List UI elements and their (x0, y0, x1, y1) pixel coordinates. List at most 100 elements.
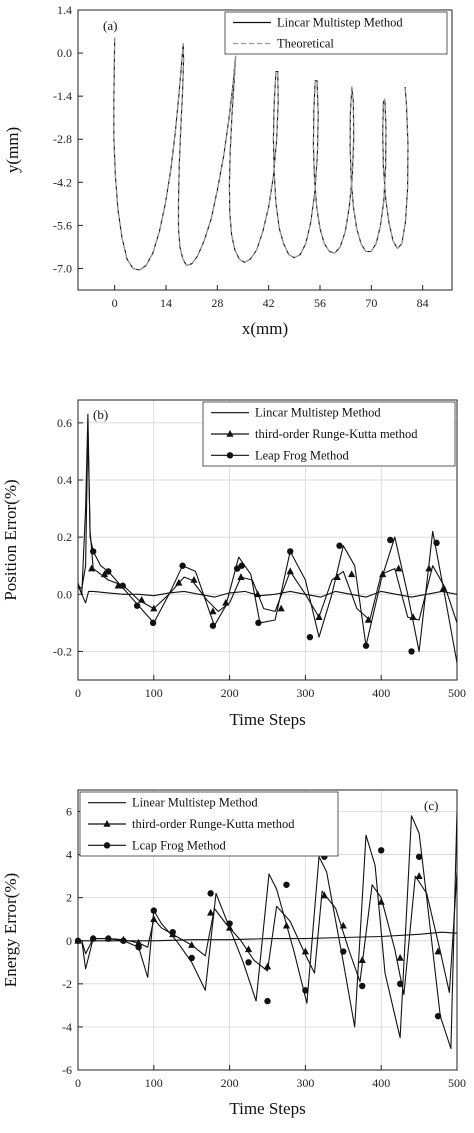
x-tick-label: 84 (417, 296, 429, 310)
legend-box (224, 11, 448, 55)
y-tick-label: -4.2 (53, 175, 72, 189)
series-2-circle-marker (233, 565, 241, 572)
x-tick-label: 0 (75, 1076, 81, 1090)
series-2-circle-marker (302, 987, 309, 994)
series-1-triangle-marker (364, 616, 372, 623)
series-2-circle-marker (387, 536, 394, 544)
series-line-0 (78, 585, 457, 604)
y-tick-label: 0.4 (57, 473, 72, 487)
y-tick-label: -4 (62, 1020, 72, 1034)
panel-b-position-error-chart: 0 100 200 300 400 500 -0.2 0.0 0.2 0.4 0.6 Time Ste… (1, 399, 466, 729)
plot-frame (77, 399, 458, 681)
x-tick-label: 200 (221, 1076, 239, 1090)
series-1-triangle-marker (88, 564, 96, 572)
series-2-circle-marker (283, 881, 290, 888)
panel-a-position-chart: 0 14 28 42 56 70 84 1.4 0.0 -1.4 -2.8 -4.2 -5.6 -7.0 x… (3, 3, 453, 338)
x-tick-label: 100 (145, 686, 163, 700)
series-2-circle-marker (207, 890, 214, 897)
series-1-triangle-marker (409, 613, 417, 620)
series-1-triangle-marker (150, 604, 158, 612)
series-1-triangle-marker (150, 915, 158, 923)
y-tick-label: -2.8 (53, 132, 72, 146)
series-2-circle-marker (89, 935, 97, 942)
series-line-1 (78, 871, 457, 996)
series-1-triangle-marker (190, 576, 198, 583)
y-tick-label: 1.4 (57, 3, 72, 17)
legend-entry-0: Linear Multistep Method (132, 796, 258, 810)
x-tick-label: 500 (448, 686, 466, 700)
y-tick-label: -7.0 (53, 261, 72, 275)
x-tick-label: 100 (145, 1076, 163, 1090)
panel-label: (c) (424, 798, 438, 813)
y-tick-label: 0.2 (57, 530, 72, 544)
x-tick-label: 0 (112, 296, 118, 310)
x-tick-label: 400 (372, 686, 390, 700)
y-axis-label: Position Error(%) (1, 479, 20, 600)
panel-label: (a) (103, 18, 117, 33)
x-tick-label: 42 (263, 296, 275, 310)
series-1-triangle-marker (377, 898, 385, 905)
y-tick-label: 6 (66, 805, 72, 819)
x-tick-label: 500 (448, 1076, 466, 1090)
series-2-circle-marker (255, 619, 262, 627)
series-2-circle-marker (415, 853, 423, 860)
y-tick-label: -5.6 (53, 218, 72, 232)
y-tick-label: 4 (66, 848, 72, 862)
x-tick-label: 0 (75, 686, 81, 700)
y-tick-label: -0.2 (53, 644, 72, 658)
series-2-circle-marker (433, 539, 440, 547)
plot-frame (77, 9, 453, 291)
series-2-circle-marker (396, 980, 404, 988)
series-1-triangle-marker (339, 921, 347, 929)
series-1-triangle-marker (301, 947, 309, 955)
series-2-circle-marker (306, 633, 314, 641)
series-2-circle-marker (188, 954, 195, 962)
x-tick-label: 56 (314, 296, 326, 310)
x-tick-label: 28 (211, 296, 223, 310)
y-tick-label: 0.0 (57, 46, 72, 60)
y-tick-label: -6 (62, 1063, 72, 1077)
series-1-triangle-marker (244, 945, 253, 953)
y-tick-label: 0 (66, 934, 72, 948)
series-2-circle-marker (74, 937, 82, 944)
series-1-triangle-marker (138, 596, 146, 603)
series-2-circle-marker (120, 937, 127, 944)
series-1-triangle-marker (175, 578, 183, 586)
y-axis-label: y(mm) (3, 127, 22, 173)
legend-entry-0: Lincar Multistep Method (277, 16, 403, 30)
x-axis-label: x(mm) (242, 319, 288, 338)
y-tick-label: 0.0 (57, 587, 72, 601)
series-1-triangle-marker (188, 941, 196, 948)
series-2-circle-marker (287, 548, 294, 555)
legend-circle-marker (103, 842, 111, 849)
x-tick-label: 300 (296, 1076, 314, 1090)
legend-entry-2: Lcap Frog Method (132, 838, 226, 852)
series-2-circle-marker (89, 548, 97, 555)
series-2-circle-marker (169, 928, 176, 936)
legend-entry-0: Lincar Multistep Method (255, 406, 381, 420)
x-axis-label: Time Steps (229, 1099, 305, 1118)
series-1-triangle-marker (415, 872, 423, 879)
series-2-circle-marker (149, 619, 157, 627)
series-2-circle-marker (264, 997, 271, 1005)
series-2-circle-marker (340, 948, 347, 955)
series-2-circle-marker (179, 562, 186, 569)
series-1-triangle-marker (434, 947, 442, 955)
series-2-circle-marker (362, 642, 370, 649)
series-2-circle-marker (226, 920, 233, 927)
series-1-triangle-marker (315, 613, 323, 620)
panel-c-energy-error-chart: 0 100 200 300 400 500 -6 -4 -2 0 2 4 6 Time Steps Ener… (1, 789, 466, 1118)
x-tick-label: 400 (372, 1076, 390, 1090)
series-1-triangle-marker (209, 607, 217, 615)
plot-frame (77, 789, 458, 1071)
series-2-circle-marker (359, 982, 366, 990)
panel-label: (b) (93, 407, 108, 422)
series-1-triangle-marker (100, 570, 109, 578)
series-2-circle-marker (408, 648, 415, 655)
series-1-triangle-marker (320, 891, 328, 899)
x-tick-label: 300 (296, 686, 314, 700)
series-2-circle-marker (105, 568, 112, 575)
series-2-circle-marker (105, 935, 112, 942)
series-2-circle-marker (150, 907, 157, 914)
